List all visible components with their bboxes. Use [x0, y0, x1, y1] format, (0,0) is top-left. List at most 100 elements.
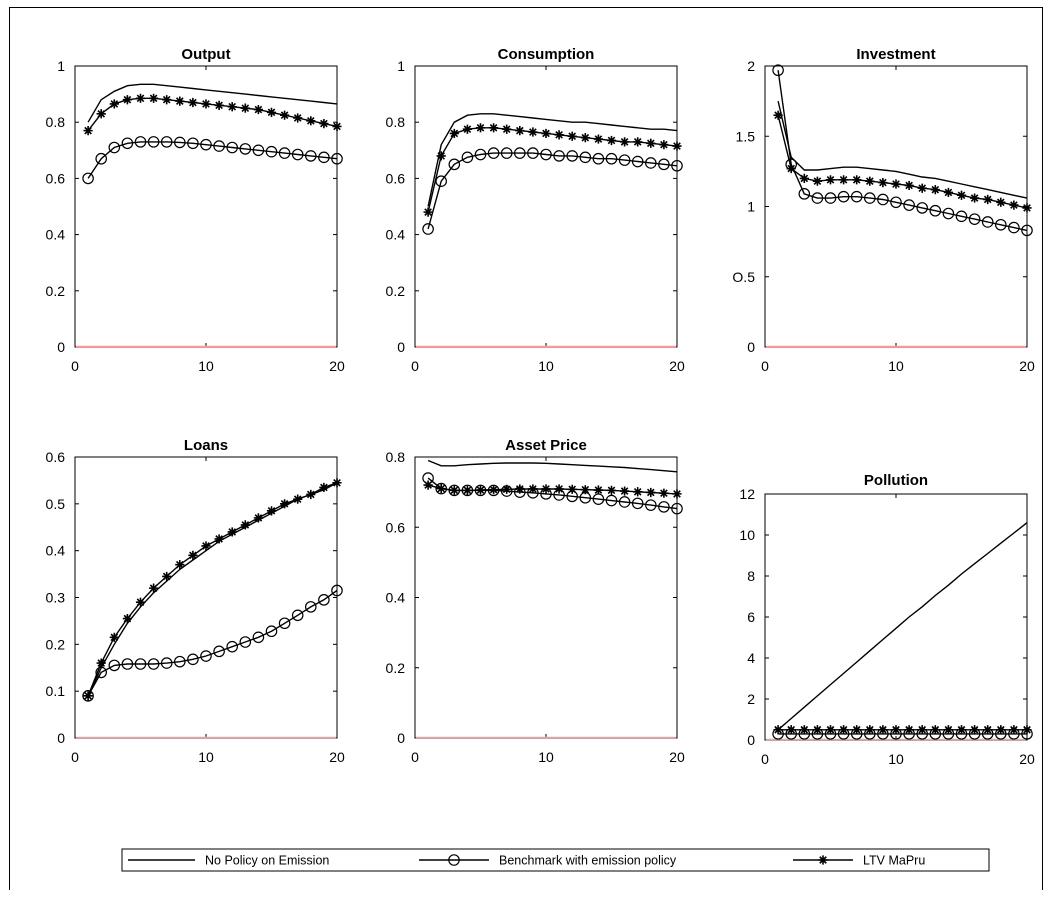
data-point-circle [187, 653, 199, 666]
data-point-circle [187, 137, 199, 150]
data-point-star [475, 485, 486, 495]
data-point-star [240, 520, 250, 530]
y-tick-label: 0 [397, 339, 405, 355]
data-point-star [672, 141, 682, 151]
data-point-circle [200, 138, 212, 151]
data-point-star [799, 725, 809, 735]
data-point-star [786, 725, 796, 735]
data-point-circle [540, 148, 552, 161]
x-tick-label: 20 [1019, 358, 1035, 374]
data-point-circle [644, 157, 657, 169]
y-tick-label: 0.6 [46, 170, 66, 186]
data-point-circle [252, 144, 265, 157]
data-point-star [162, 571, 172, 582]
data-point-star [970, 193, 980, 203]
data-point-star [201, 99, 211, 109]
data-point-circle [147, 658, 160, 670]
data-point-star [528, 484, 538, 494]
data-point-star [475, 123, 486, 133]
data-point-star [489, 123, 499, 133]
x-tick-label: 20 [669, 749, 685, 765]
data-point-star [332, 121, 342, 132]
x-tick-label: 0 [761, 751, 769, 767]
data-point-star [825, 175, 836, 185]
data-point-star [672, 489, 682, 499]
data-point-star [904, 725, 914, 735]
plot-area [414, 65, 678, 348]
data-point-star [852, 725, 862, 735]
y-tick-label: 0 [747, 732, 755, 748]
data-point-star [956, 725, 967, 735]
data-point-star [620, 137, 630, 147]
data-point-circle [916, 202, 928, 214]
data-point-circle [500, 147, 513, 159]
data-point-star [109, 632, 119, 642]
data-point-star [83, 126, 93, 136]
data-point-circle [291, 609, 304, 622]
data-point-circle [213, 140, 225, 152]
data-point-circle [824, 192, 837, 204]
data-point-circle [772, 64, 784, 77]
y-tick-label: 2 [747, 58, 755, 74]
data-point-star [996, 197, 1006, 207]
legend-label: No Policy on Emission [205, 854, 329, 868]
data-point-circle [955, 210, 968, 223]
data-point-star [878, 178, 888, 188]
data-point-circle [291, 148, 304, 161]
data-point-star [1009, 725, 1019, 735]
data-point-star [839, 725, 849, 735]
data-point-circle [1021, 224, 1033, 237]
data-point-star [646, 487, 656, 498]
data-point-circle [174, 655, 186, 668]
data-point-circle [553, 150, 565, 162]
data-point-star [956, 190, 967, 200]
data-point-star [96, 658, 106, 668]
data-point-circle [239, 636, 252, 648]
data-point-circle [903, 199, 915, 211]
y-tick-label: 0.2 [46, 283, 66, 299]
data-point-circle [631, 497, 644, 510]
data-point-circle [863, 192, 876, 204]
data-point-circle [174, 136, 186, 149]
data-point-star [135, 597, 146, 607]
x-tick-label: 0 [761, 358, 769, 374]
data-point-star [214, 534, 224, 544]
data-point-star [773, 725, 783, 735]
data-point-star [865, 176, 875, 186]
data-point-star [175, 96, 185, 106]
data-point-star [852, 175, 862, 185]
data-point-star [773, 110, 783, 120]
y-tick-label: 10 [739, 527, 755, 543]
data-point-star [891, 725, 901, 735]
data-point-circle [239, 143, 252, 155]
data-point-star [188, 97, 198, 108]
y-tick-label: 0.6 [386, 170, 406, 186]
data-point-star [227, 102, 237, 112]
x-tick-label: 10 [538, 749, 554, 765]
data-point-star [149, 583, 159, 593]
series-circle-line [427, 152, 678, 230]
data-point-star [825, 725, 836, 735]
data-point-circle [942, 207, 955, 220]
data-point-circle [82, 690, 94, 702]
data-point-star [462, 124, 472, 134]
y-tick-label: 0.3 [46, 590, 66, 606]
data-point-star [175, 560, 185, 570]
data-point-star [983, 725, 993, 735]
legend: No Policy on Emission Benchmark with emis… [121, 848, 990, 872]
y-tick-label: 1 [747, 199, 755, 215]
data-point-circle [448, 158, 461, 171]
data-point-star [515, 484, 525, 494]
y-tick-label: 0 [747, 339, 755, 355]
data-point-circle [618, 496, 631, 508]
data-point-star [554, 130, 564, 140]
data-point-circle [566, 150, 578, 162]
data-point-star [293, 494, 303, 504]
data-point-star [799, 173, 809, 183]
data-point-circle [265, 625, 278, 638]
y-tick-label: 0.6 [386, 519, 406, 535]
chart-panel-pollution: Pollution 0 2 4 6 8 10 12 0 10 20 [739, 472, 1035, 767]
